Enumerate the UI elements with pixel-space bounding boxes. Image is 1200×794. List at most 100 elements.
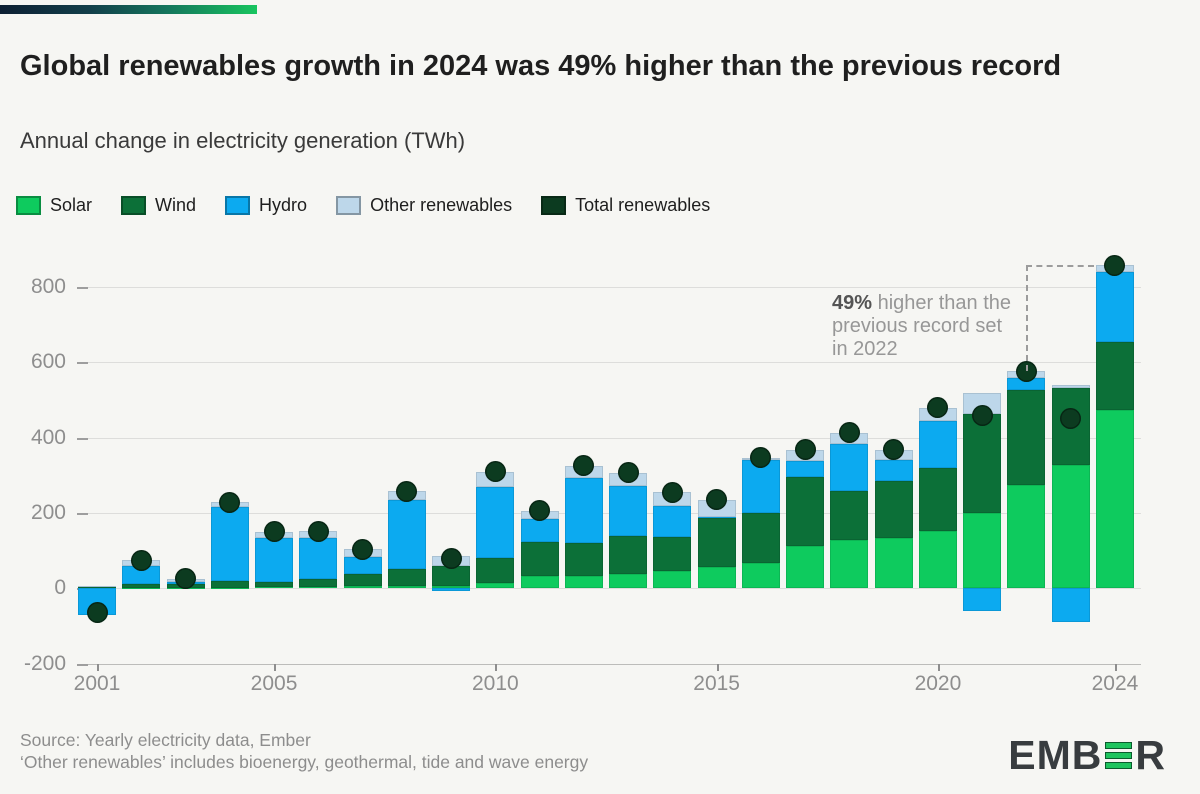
xtick-label-2010: 2010 bbox=[471, 672, 519, 695]
xtick-label-2005: 2005 bbox=[250, 672, 298, 695]
total-dot-2006 bbox=[307, 520, 329, 542]
bar-segment-hydro-2011 bbox=[520, 519, 559, 542]
ytick-800 bbox=[77, 287, 88, 290]
bar-segment-solar-2023 bbox=[1051, 464, 1090, 589]
xtick-label-2015: 2015 bbox=[693, 672, 740, 695]
total-dot-2015 bbox=[706, 489, 728, 511]
bar-segment-hydro-2007 bbox=[343, 557, 382, 574]
total-dot-2018 bbox=[838, 422, 860, 444]
legend-item-wind: Wind bbox=[121, 195, 196, 216]
bar-segment-hydro-2021 bbox=[963, 588, 1002, 611]
bar-segment-solar-2013 bbox=[609, 573, 648, 589]
total-dot-2004 bbox=[219, 491, 241, 513]
chart-legend: Solar Wind Hydro Other renewables Total rene… bbox=[16, 195, 739, 216]
bar-segment-hydro-2010 bbox=[476, 487, 515, 559]
bar-segment-solar-2008 bbox=[387, 586, 426, 589]
bar-segment-hydro-2024 bbox=[1095, 271, 1134, 342]
bar-segment-hydro-2006 bbox=[299, 537, 338, 579]
legend-item-total-renewables: Total renewables bbox=[541, 195, 710, 216]
total-dot-2011 bbox=[529, 500, 551, 522]
bar-segment-wind-2006 bbox=[299, 578, 338, 587]
bar-segment-wind-2017 bbox=[786, 476, 825, 546]
legend-label: Solar bbox=[50, 195, 93, 215]
total-dot-2009 bbox=[440, 548, 462, 570]
bar-segment-hydro-2023 bbox=[1051, 588, 1090, 623]
bar-segment-wind-2012 bbox=[564, 543, 603, 576]
annotation-line2: previous record set bbox=[832, 315, 1003, 337]
total-dot-2007 bbox=[352, 538, 374, 560]
bar-segment-wind-2004 bbox=[210, 580, 249, 588]
bar-segment-hydro-2005 bbox=[255, 538, 294, 582]
xtick-2010 bbox=[495, 663, 498, 671]
brand-gradient-stripe bbox=[0, 5, 257, 14]
total-dot-2020 bbox=[927, 397, 949, 419]
legend-label: Total renewables bbox=[575, 195, 711, 215]
bar-segment-hydro-2008 bbox=[387, 499, 426, 570]
bar-segment-wind-2014 bbox=[653, 537, 692, 572]
gridline-800 bbox=[77, 287, 1141, 289]
bar-segment-solar-2007 bbox=[343, 586, 382, 589]
legend-label: Wind bbox=[155, 195, 197, 215]
bar-segment-wind-2021 bbox=[963, 413, 1002, 513]
xtick-label-2024: 2024 bbox=[1091, 672, 1139, 695]
xtick-label-2001: 2001 bbox=[73, 672, 121, 695]
total-dot-2024 bbox=[1104, 254, 1126, 276]
total-dot-2005 bbox=[263, 521, 285, 543]
total-dot-2023 bbox=[1060, 408, 1082, 430]
logo-green-e-icon bbox=[1105, 740, 1133, 770]
bar-segment-solar-2012 bbox=[564, 575, 603, 589]
legend-label: Hydro bbox=[259, 195, 308, 215]
total-dot-2022 bbox=[1015, 360, 1037, 382]
total-dot-2021 bbox=[971, 404, 993, 426]
ytick-label-200: 200 bbox=[30, 500, 66, 524]
ytick-label--200: -200 bbox=[23, 651, 66, 675]
chart-subtitle: Annual change in electricity generation … bbox=[20, 128, 466, 153]
bar-segment-solar-2020 bbox=[918, 531, 957, 589]
bar-segment-solar-2009 bbox=[432, 586, 471, 589]
total-dot-2013 bbox=[617, 462, 639, 484]
bar-segment-hydro-2002 bbox=[122, 565, 161, 584]
bar-segment-solar-2005 bbox=[255, 587, 294, 589]
page-title: Global renewables growth in 2024 was 49%… bbox=[20, 50, 1062, 83]
bar-segment-wind-2008 bbox=[387, 569, 426, 587]
ytick-label-800: 800 bbox=[30, 275, 66, 299]
bar-segment-wind-2002 bbox=[122, 583, 161, 588]
bar-segment-wind-2007 bbox=[343, 573, 382, 587]
source-line-2: ‘Other renewables’ includes bioenergy, g… bbox=[20, 752, 589, 772]
xtick-2020 bbox=[937, 663, 940, 671]
annotation-bold-value: 49% bbox=[832, 292, 873, 314]
total-dot-2014 bbox=[661, 481, 683, 503]
legend-swatch-icon bbox=[225, 196, 251, 215]
total-dot-2003 bbox=[175, 568, 197, 589]
logo-text-r: R bbox=[1135, 732, 1166, 778]
bar-segment-solar-2024 bbox=[1095, 409, 1134, 589]
gridline--200 bbox=[77, 663, 1141, 665]
ytick--200 bbox=[77, 663, 88, 666]
bar-segment-other-renewables-2023 bbox=[1051, 384, 1090, 388]
legend-swatch-icon bbox=[541, 196, 567, 215]
xtick-2015 bbox=[716, 663, 719, 671]
bar-segment-solar-2019 bbox=[874, 538, 913, 589]
annotation-line3: in 2022 bbox=[832, 338, 898, 360]
bar-segment-hydro-2022 bbox=[1007, 377, 1046, 391]
bar-segment-wind-2011 bbox=[520, 541, 559, 577]
legend-label: Other renewables bbox=[370, 195, 513, 215]
bar-segment-wind-2022 bbox=[1007, 390, 1046, 485]
xtick-2024 bbox=[1114, 663, 1117, 671]
bar-segment-solar-2002 bbox=[122, 587, 161, 589]
gridline-0 bbox=[77, 588, 1141, 590]
xtick-2001 bbox=[97, 663, 99, 671]
bar-segment-solar-2004 bbox=[210, 587, 249, 589]
bar-segment-hydro-2018 bbox=[830, 444, 869, 492]
bar-segment-hydro-2009 bbox=[432, 588, 471, 592]
legend-item-other-renewables: Other renewables bbox=[336, 195, 512, 216]
bar-segment-wind-2005 bbox=[255, 581, 294, 588]
bar-segment-hydro-2014 bbox=[653, 506, 692, 538]
gridline-600 bbox=[77, 362, 1141, 364]
bar-segment-hydro-2020 bbox=[918, 421, 957, 468]
bar-segment-hydro-2016 bbox=[741, 460, 780, 513]
bar-segment-hydro-2019 bbox=[874, 460, 913, 482]
total-dot-2002 bbox=[130, 549, 152, 571]
bar-segment-wind-2009 bbox=[432, 566, 471, 587]
gridline-400 bbox=[77, 437, 1141, 439]
